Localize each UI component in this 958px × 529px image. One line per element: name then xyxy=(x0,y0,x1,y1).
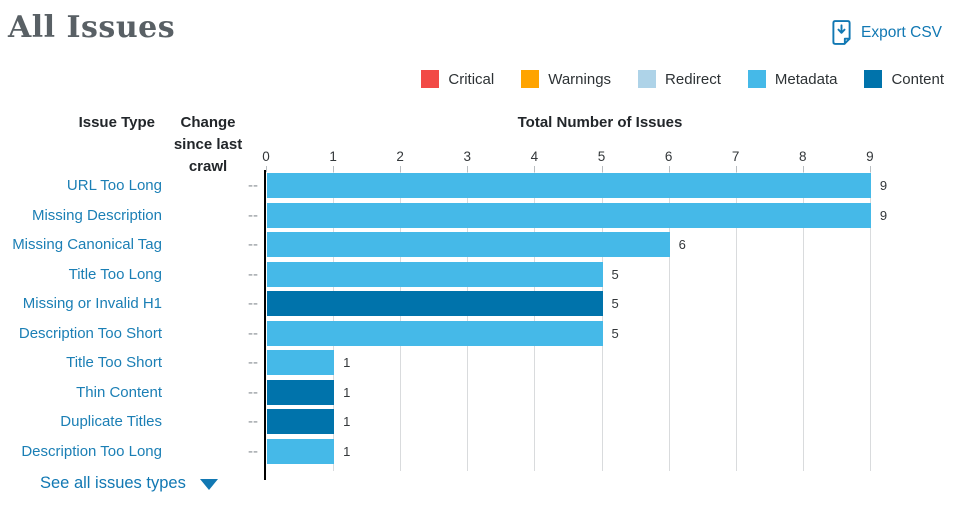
x-axis-tick-label: 5 xyxy=(597,149,606,164)
axis-tick xyxy=(601,166,603,172)
change-since-last-crawl-value: -- xyxy=(248,442,258,460)
gridline xyxy=(668,171,670,471)
column-header-total-number-of-issues: Total Number of Issues xyxy=(517,114,683,131)
issue-bar[interactable] xyxy=(267,291,603,316)
legend-swatch-redirect xyxy=(638,70,657,88)
column-header-issue-type: Issue Type xyxy=(78,114,155,131)
legend-label: Warnings xyxy=(548,70,612,88)
issue-bar[interactable] xyxy=(267,409,335,434)
x-axis-tick-label: 4 xyxy=(530,149,539,164)
axis-tick xyxy=(333,166,335,172)
change-since-last-crawl-value: -- xyxy=(248,177,258,194)
legend-swatch-warnings xyxy=(521,70,540,88)
issue-type-link[interactable]: Thin Content xyxy=(76,383,162,401)
x-axis-tick-label: 8 xyxy=(799,149,807,164)
legend-swatch-critical xyxy=(421,70,440,88)
y-axis-line xyxy=(264,170,266,480)
legend-item-redirect[interactable]: Redirect xyxy=(638,70,721,88)
axis-tick xyxy=(802,166,804,172)
column-header-change-since-last-crawl: Change since last crawl xyxy=(173,114,243,175)
x-axis-tick-label: 6 xyxy=(664,149,673,164)
axis-tick xyxy=(266,166,267,172)
bar-value-label: 1 xyxy=(343,414,351,429)
see-all-issues-types-link[interactable]: See all issues types xyxy=(40,474,218,493)
issue-type-link[interactable]: URL Too Long xyxy=(66,177,162,194)
legend-item-content[interactable]: Content xyxy=(864,70,944,88)
issue-bar[interactable] xyxy=(267,232,670,257)
issue-type-link[interactable]: Duplicate Titles xyxy=(60,413,162,430)
axis-tick xyxy=(668,166,670,172)
legend-item-metadata[interactable]: Metadata xyxy=(747,70,838,88)
issue-bar[interactable] xyxy=(267,438,335,464)
issue-bar[interactable] xyxy=(267,379,335,405)
issues-bar-chart: Issue Type Change since last crawl Total… xyxy=(0,105,958,485)
bar-value-label: 9 xyxy=(879,207,888,223)
issue-type-link[interactable]: Description Too Long xyxy=(21,442,162,460)
x-axis-tick-label: 2 xyxy=(396,149,404,164)
page-title: All Issues xyxy=(8,10,176,45)
change-since-last-crawl-value: -- xyxy=(248,383,258,401)
x-axis-tick-label: 1 xyxy=(329,149,337,164)
bar-value-label: 1 xyxy=(343,443,351,459)
export-csv-icon xyxy=(831,19,852,46)
axis-tick xyxy=(400,166,402,172)
change-since-last-crawl-value: -- xyxy=(248,236,258,253)
chevron-down-icon xyxy=(199,479,218,490)
gridline xyxy=(869,171,871,471)
legend-label: Metadata xyxy=(774,70,838,88)
bar-value-label: 5 xyxy=(611,296,619,311)
issue-bar[interactable] xyxy=(267,173,871,198)
bar-value-label: 5 xyxy=(611,266,619,282)
x-axis-tick-label: 7 xyxy=(731,149,740,164)
export-csv-button[interactable]: Export CSV xyxy=(831,19,942,46)
issue-type-link[interactable]: Missing or Invalid H1 xyxy=(22,295,162,312)
legend-swatch-content xyxy=(864,70,883,88)
issue-bar[interactable] xyxy=(267,202,871,228)
legend-label: Critical xyxy=(448,70,495,88)
issue-type-link[interactable]: Missing Canonical Tag xyxy=(12,236,162,253)
axis-tick xyxy=(735,166,737,172)
bar-value-label: 1 xyxy=(343,384,351,400)
issue-type-link[interactable]: Description Too Short xyxy=(18,324,162,342)
export-csv-label: Export CSV xyxy=(861,23,942,41)
issue-bar[interactable] xyxy=(267,261,603,287)
issue-bar[interactable] xyxy=(267,320,603,346)
bar-value-label: 9 xyxy=(879,178,888,193)
axis-tick xyxy=(869,166,871,172)
x-axis-tick-label: 9 xyxy=(866,149,874,164)
legend-label: Redirect xyxy=(665,70,721,88)
gridline xyxy=(735,171,737,471)
issue-type-link[interactable]: Title Too Long xyxy=(68,265,162,283)
legend-label: Content xyxy=(891,70,944,88)
gridline xyxy=(802,171,804,471)
x-axis-tick-label: 3 xyxy=(463,149,472,164)
change-since-last-crawl-value: -- xyxy=(248,354,258,371)
change-since-last-crawl-value: -- xyxy=(248,206,258,224)
change-since-last-crawl-value: -- xyxy=(248,295,258,312)
change-since-last-crawl-value: -- xyxy=(248,413,258,430)
legend-item-critical[interactable]: Critical xyxy=(421,70,494,88)
legend-swatch-metadata xyxy=(747,70,766,88)
bar-value-label: 1 xyxy=(343,355,351,370)
change-since-last-crawl-value: -- xyxy=(248,324,258,342)
issue-type-link[interactable]: Missing Description xyxy=(31,206,162,224)
bar-value-label: 6 xyxy=(678,237,686,252)
legend-item-warnings[interactable]: Warnings xyxy=(521,70,611,88)
legend: Critical Warnings Redirect Metadata Content xyxy=(421,70,944,88)
issue-type-link[interactable]: Title Too Short xyxy=(66,354,162,371)
change-since-last-crawl-value: -- xyxy=(248,265,258,283)
issue-bar[interactable] xyxy=(267,350,335,375)
bar-value-label: 5 xyxy=(611,325,619,341)
see-all-issues-types-label: See all issues types xyxy=(40,474,186,492)
axis-tick xyxy=(467,166,469,172)
x-axis-tick-label: 0 xyxy=(262,149,270,164)
axis-tick xyxy=(534,166,536,172)
